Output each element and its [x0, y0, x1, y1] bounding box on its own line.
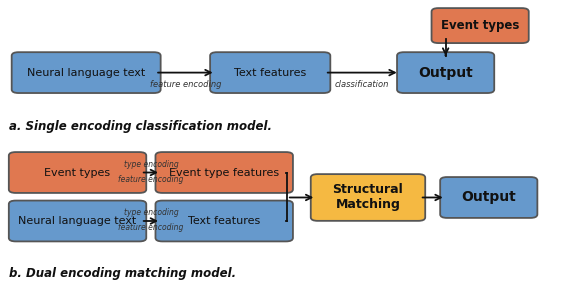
Text: feature encoding: feature encoding: [150, 80, 222, 89]
FancyBboxPatch shape: [440, 177, 537, 218]
Text: Text features: Text features: [234, 68, 306, 77]
Text: Event types: Event types: [45, 167, 111, 178]
FancyBboxPatch shape: [432, 8, 529, 43]
Text: type encoding: type encoding: [124, 160, 179, 169]
Text: Event types: Event types: [441, 19, 519, 32]
Text: Neural language text: Neural language text: [27, 68, 146, 77]
FancyBboxPatch shape: [311, 174, 425, 221]
FancyBboxPatch shape: [397, 52, 494, 93]
Text: Text features: Text features: [188, 216, 260, 226]
Text: feature encoding: feature encoding: [118, 175, 184, 184]
FancyBboxPatch shape: [9, 152, 146, 193]
FancyBboxPatch shape: [155, 152, 293, 193]
FancyBboxPatch shape: [9, 201, 146, 241]
Text: Structural
Matching: Structural Matching: [332, 184, 403, 212]
Text: classification: classification: [335, 80, 389, 89]
Text: Output: Output: [418, 66, 473, 80]
FancyBboxPatch shape: [210, 52, 331, 93]
Text: b. Dual encoding matching model.: b. Dual encoding matching model.: [9, 267, 235, 280]
Text: a. Single encoding classification model.: a. Single encoding classification model.: [9, 120, 271, 134]
FancyBboxPatch shape: [155, 201, 293, 241]
Text: feature encoding: feature encoding: [118, 223, 184, 232]
Text: Event type features: Event type features: [169, 167, 279, 178]
Text: Output: Output: [462, 190, 516, 204]
FancyBboxPatch shape: [12, 52, 161, 93]
Text: type encoding: type encoding: [124, 208, 179, 217]
Text: Neural language text: Neural language text: [19, 216, 137, 226]
